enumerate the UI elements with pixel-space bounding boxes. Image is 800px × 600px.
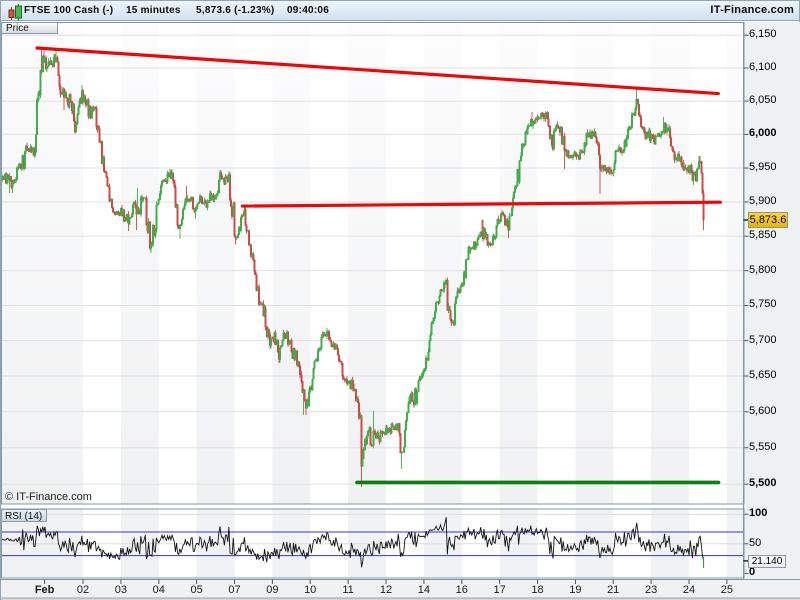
price-axis-label: 5,900: [749, 194, 777, 207]
horizontal-resistance-line[interactable]: [240, 200, 722, 208]
copyright-label: © IT-Finance.com: [5, 491, 92, 503]
time-axis-background: [1, 579, 800, 598]
day-stripe: [726, 22, 744, 505]
rsi-line: [1, 517, 705, 568]
day-stripe: [651, 22, 689, 505]
price-axis-label: 6,100: [749, 60, 777, 73]
day-stripe: [575, 22, 614, 505]
rsi-axis-label: 0: [749, 566, 756, 579]
title-bar: FTSE 100 Cash (-) 15 minutes 5,873.6 (-1…: [1, 1, 799, 21]
timeframe-label: 15 minutes: [126, 5, 181, 16]
candlestick-icon: [8, 4, 22, 21]
price-axis-label: 6,000: [749, 127, 777, 140]
tab-price[interactable]: Price: [1, 22, 58, 34]
price-axis-label: 6,150: [749, 28, 777, 41]
time-axis-label: 11: [342, 584, 354, 596]
brand-label: IT-Finance.com: [710, 4, 794, 16]
time-axis-label: 03: [114, 584, 128, 596]
time-axis-label: 04: [152, 584, 165, 596]
day-stripe: [196, 22, 235, 505]
time-axis-label: 10: [304, 584, 317, 596]
last-quote: 5,873.6 (-1.23%): [196, 5, 275, 16]
instrument-title: FTSE 100 Cash (-): [24, 5, 114, 16]
clock: 09:40:06: [287, 5, 330, 16]
time-axis-label: 18: [531, 584, 544, 596]
price-axis-label: 5,600: [749, 404, 777, 417]
time-axis-label: 21: [607, 584, 620, 596]
day-stripe: [120, 22, 159, 505]
price-axis-label: 5,850: [749, 229, 777, 242]
tab-rsi[interactable]: RSI (14): [1, 509, 47, 522]
rsi-axis-label: 100: [749, 507, 768, 520]
price-axis-label: 5,550: [749, 440, 777, 453]
current-price-badge: 5,873.6: [748, 211, 788, 228]
price-axis-label: 5,700: [749, 333, 777, 346]
time-axis-label: 12: [379, 584, 393, 596]
day-stripe: [272, 22, 311, 505]
current-rsi-badge: 21.140: [748, 554, 786, 568]
rsi-axis-label: 50: [749, 536, 762, 549]
price-axis-label: 5,500: [749, 477, 777, 490]
tab-rsi-label: RSI (14): [5, 511, 43, 522]
time-axis-label: 07: [228, 584, 241, 596]
time-axis-label: 02: [76, 584, 90, 596]
time-axis-label: 24: [682, 584, 696, 596]
time-axis-label: 25: [720, 584, 734, 596]
day-stripe: [348, 22, 386, 505]
value-axis-background: [743, 22, 800, 580]
time-axis-label: 05: [190, 584, 203, 596]
time-axis-label: 09: [266, 584, 279, 596]
price-axis-label: 5,950: [749, 161, 777, 174]
bottom-edge: [1, 598, 800, 600]
day-stripe: [499, 22, 538, 505]
price-axis-label: 5,800: [749, 263, 777, 276]
price-axis-label: 5,750: [749, 298, 777, 311]
upper-resistance-line[interactable]: [35, 46, 720, 96]
tab-price-label: Price: [6, 23, 29, 34]
day-stripe: [423, 22, 462, 505]
price-axis-label: 6,050: [749, 94, 777, 107]
time-axis-label: 16: [455, 584, 468, 596]
time-axis-label: 14: [417, 584, 431, 596]
time-axis-label: Feb: [34, 584, 55, 596]
time-axis-label: 23: [644, 584, 658, 596]
time-axis-label: 17: [493, 584, 506, 596]
time-axis-label: 19: [569, 584, 582, 596]
price-axis-label: 5,650: [749, 368, 777, 381]
